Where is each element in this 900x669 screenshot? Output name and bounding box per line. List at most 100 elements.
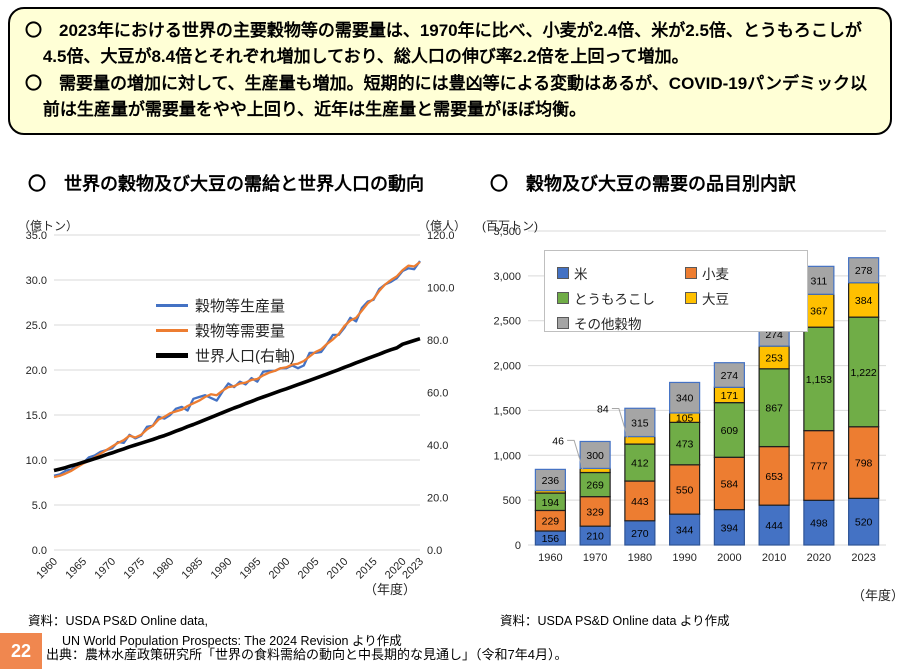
gridlines [54,234,420,551]
svg-text:444: 444 [765,520,783,532]
svg-text:2023: 2023 [400,556,426,582]
x-axis-unit-label: （年度） [852,588,900,603]
left-chart-title: 〇 世界の穀物及び大豆の需給と世界人口の動向 [28,174,424,194]
summary-bullet-1: 〇 2023年における世界の主要穀物等の需要量は、1970年に比べ、小麦が2.4… [25,21,862,67]
svg-text:5.0: 5.0 [32,500,47,512]
svg-text:1,153: 1,153 [806,374,832,386]
x-axis-unit-label: （年度） [364,582,417,597]
svg-text:171: 171 [721,390,739,402]
legend-item-rice: 米 [557,260,685,285]
svg-text:0: 0 [515,540,521,552]
svg-text:46: 46 [552,435,564,447]
svg-text:1970: 1970 [92,556,118,582]
svg-text:584: 584 [721,478,739,490]
corn-color-chip [557,291,569,304]
svg-text:0.0: 0.0 [427,545,442,557]
legend-label: 米 [574,266,588,282]
svg-text:270: 270 [631,528,649,540]
svg-text:653: 653 [765,471,783,483]
svg-text:412: 412 [631,458,649,470]
svg-text:274: 274 [721,370,739,382]
svg-text:236: 236 [542,475,560,487]
svg-text:311: 311 [811,275,828,287]
summary-box: 〇 2023年における世界の主要穀物等の需要量は、1970年に比べ、小麦が2.4… [8,7,892,136]
legend-item-soybean: 大豆 [685,285,795,310]
axis-ticks: 0 500 1,000 1,500 2,000 2,500 3,000 3,500 1960 19… [493,226,875,564]
svg-text:300: 300 [586,450,604,462]
svg-text:35.0: 35.0 [26,230,47,242]
svg-text:329: 329 [586,506,604,518]
svg-text:443: 443 [631,496,649,508]
line-chart-svg: 0.0 5.0 10.0 15.0 20.0 25.0 30.0 35.0 0.0 20.0 40.… [26,230,455,582]
svg-text:1960: 1960 [538,552,562,564]
legend-label: 穀物等生産量 [195,298,286,315]
svg-text:1965: 1965 [63,556,89,582]
bar-value-labels: 156 229 194 236 210 329 269 300 270 443 412 315 344 5… [542,265,877,545]
svg-text:15.0: 15.0 [26,410,47,422]
svg-text:40.0: 40.0 [427,440,448,452]
svg-text:0.0: 0.0 [32,545,47,557]
svg-text:1990: 1990 [672,552,696,564]
svg-text:777: 777 [810,460,828,472]
svg-text:2005: 2005 [296,556,322,582]
svg-text:25.0: 25.0 [26,320,47,332]
svg-text:20.0: 20.0 [427,493,448,505]
svg-text:156: 156 [542,533,560,545]
legend-label: 小麦 [702,266,729,282]
production-line [53,260,421,477]
svg-text:609: 609 [721,425,739,437]
right-source-line: 資料：USDA PS&D Online data より作成 [500,614,730,628]
svg-text:60.0: 60.0 [427,388,448,400]
legend-item-demand: 穀物等需要量 [156,320,295,341]
svg-text:473: 473 [676,439,694,451]
production-line-swatch [156,304,188,307]
right-chart-title: 〇 穀物及び大豆の需要の品目別内訳 [490,174,796,194]
legend-item-production: 穀物等生産量 [156,295,295,316]
svg-text:105: 105 [676,413,694,425]
legend-label: 大豆 [702,291,729,307]
demand-line [53,261,421,479]
svg-text:867: 867 [765,403,783,415]
svg-text:2,000: 2,000 [493,361,521,373]
legend-item-other-grains: その他穀物 [557,310,685,335]
svg-text:550: 550 [676,484,694,496]
svg-text:2015: 2015 [354,556,380,582]
svg-text:20.0: 20.0 [26,365,47,377]
svg-text:315: 315 [631,417,649,429]
svg-text:2010: 2010 [762,552,786,564]
svg-text:30.0: 30.0 [26,275,47,287]
svg-text:1995: 1995 [238,556,264,582]
bar-chart-svg: 0 500 1,000 1,500 2,000 2,500 3,000 3,500 1960 19… [493,226,886,564]
svg-text:1,500: 1,500 [493,405,521,417]
demand-line-swatch [156,329,188,332]
legend-item-wheat: 小麦 [685,260,795,285]
soybean-callouts: 46 84 [552,404,629,471]
footer-citation: 出典：農林水産政策研究所「世界の食料需給の動向と中長期的な見通し」（令和7年4月… [46,647,568,662]
svg-text:3,000: 3,000 [493,271,521,283]
rice-color-chip [557,266,569,279]
svg-text:80.0: 80.0 [427,335,448,347]
legend-label: 世界人口(右軸) [195,348,295,365]
svg-text:84: 84 [597,404,609,416]
legend-label: とうもろこし [574,291,655,307]
left-source-line-1: 資料：USDA PS&D Online data, [28,614,208,628]
left-axis-unit-label: （億トン） [18,219,79,233]
svg-text:1975: 1975 [121,556,147,582]
svg-text:2023: 2023 [851,552,875,564]
svg-text:1980: 1980 [151,556,177,582]
other-grains-color-chip [557,316,569,329]
stacked-bars [534,257,880,546]
svg-text:520: 520 [855,517,873,529]
svg-text:798: 798 [855,458,873,470]
svg-text:2,500: 2,500 [493,316,521,328]
svg-text:210: 210 [586,531,604,543]
svg-text:384: 384 [855,295,873,307]
svg-text:229: 229 [542,516,560,528]
svg-text:344: 344 [676,525,694,537]
svg-text:120.0: 120.0 [427,230,455,242]
line-chart-legend: 穀物等生産量 穀物等需要量 世界人口(右軸) [156,295,295,366]
svg-text:1,000: 1,000 [493,450,521,462]
svg-text:3,500: 3,500 [493,226,521,238]
svg-text:1960: 1960 [34,556,60,582]
legend-item-corn: とうもろこし [557,285,685,310]
